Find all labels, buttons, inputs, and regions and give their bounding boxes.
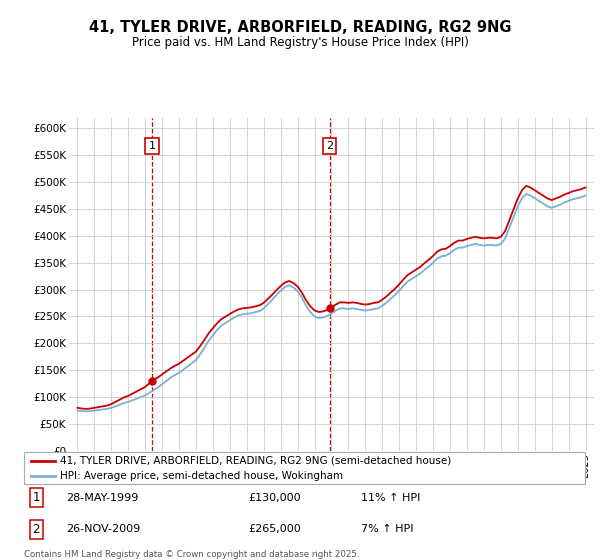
- Text: HPI: Average price, semi-detached house, Wokingham: HPI: Average price, semi-detached house,…: [61, 470, 344, 480]
- Text: Contains HM Land Registry data © Crown copyright and database right 2025.
This d: Contains HM Land Registry data © Crown c…: [24, 550, 359, 560]
- Text: £265,000: £265,000: [248, 524, 301, 534]
- Text: 1: 1: [148, 141, 155, 151]
- Text: 2: 2: [32, 522, 40, 535]
- FancyBboxPatch shape: [24, 452, 585, 484]
- Text: Price paid vs. HM Land Registry's House Price Index (HPI): Price paid vs. HM Land Registry's House …: [131, 36, 469, 49]
- Text: 26-NOV-2009: 26-NOV-2009: [66, 524, 140, 534]
- Text: 41, TYLER DRIVE, ARBORFIELD, READING, RG2 9NG: 41, TYLER DRIVE, ARBORFIELD, READING, RG…: [89, 20, 511, 35]
- Text: 7% ↑ HPI: 7% ↑ HPI: [361, 524, 413, 534]
- Text: 2: 2: [326, 141, 334, 151]
- Text: £130,000: £130,000: [248, 493, 301, 503]
- Text: 28-MAY-1999: 28-MAY-1999: [66, 493, 139, 503]
- Text: 41, TYLER DRIVE, ARBORFIELD, READING, RG2 9NG (semi-detached house): 41, TYLER DRIVE, ARBORFIELD, READING, RG…: [61, 456, 452, 466]
- Text: 11% ↑ HPI: 11% ↑ HPI: [361, 493, 420, 503]
- Text: 1: 1: [32, 491, 40, 504]
